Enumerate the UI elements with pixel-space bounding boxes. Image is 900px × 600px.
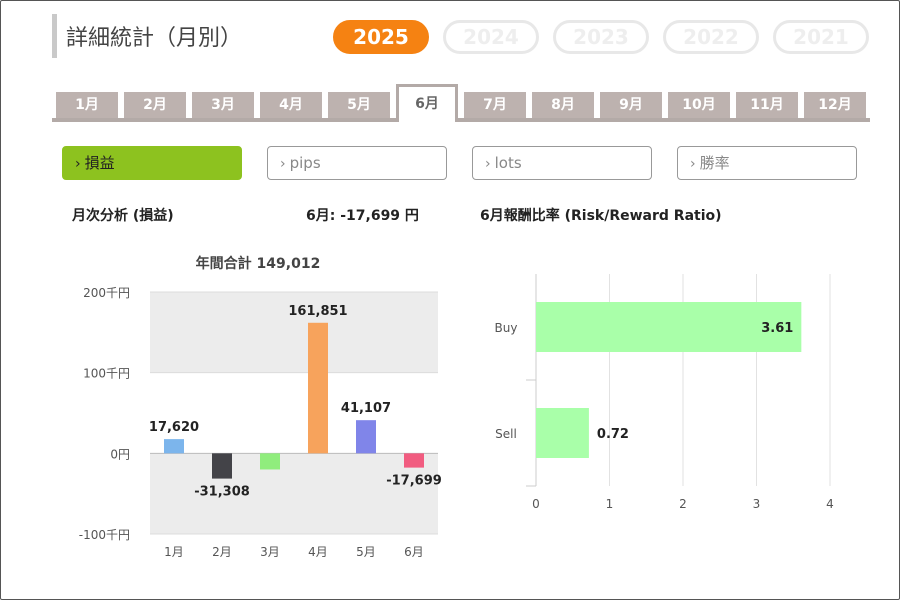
month-tab-3[interactable]: 3月 — [192, 92, 254, 118]
month-tab-11[interactable]: 11月 — [736, 92, 798, 118]
data-label: 0.72 — [597, 427, 629, 442]
x-tick-label: 4月 — [308, 545, 328, 559]
month-tab-5[interactable]: 5月 — [328, 92, 390, 118]
bar-4月 — [308, 322, 328, 454]
bar-5月 — [356, 420, 376, 454]
chevron-right-icon: › — [485, 156, 491, 172]
data-label: -31,308 — [194, 485, 250, 500]
x-tick-label: 2月 — [212, 545, 232, 559]
month-tab-2[interactable]: 2月 — [124, 92, 186, 118]
year-tab-2023[interactable]: 2023 — [553, 20, 649, 54]
x-tick-label: 1 — [606, 497, 614, 511]
filter-button-4[interactable]: › 勝率 — [677, 146, 857, 180]
x-tick-label: 0 — [532, 497, 540, 511]
month-tab-6[interactable]: 6月 — [396, 84, 458, 122]
x-tick-label: 1月 — [164, 545, 184, 559]
x-tick-label: 4 — [826, 497, 834, 511]
filter-label: lots — [494, 154, 522, 172]
x-tick-label: 6月 — [404, 545, 424, 559]
risk-reward-chart: 0 1 2 3 4 Buy 3.61 Sell 0.72 — [495, 274, 834, 511]
grid-band — [150, 372, 438, 454]
bar-2月 — [212, 453, 232, 479]
month-tabs-rule — [52, 118, 870, 122]
title-accent-bar — [52, 14, 57, 58]
x-tick-label: 3月 — [260, 545, 280, 559]
bar-6月 — [404, 453, 424, 468]
month-tab-10[interactable]: 10月 — [668, 92, 730, 118]
month-tab-8[interactable]: 8月 — [532, 92, 594, 118]
data-label: 161,851 — [288, 304, 347, 319]
monthly-analysis-title: 月次分析 (損益) — [72, 208, 174, 224]
chevron-right-icon: › — [690, 156, 696, 172]
year-tab-2025[interactable]: 2025 — [333, 20, 429, 54]
year-tab-2022[interactable]: 2022 — [663, 20, 759, 54]
year-tab-2021[interactable]: 2021 — [773, 20, 869, 54]
filter-label: pips — [289, 154, 321, 172]
month-tab-7[interactable]: 7月 — [464, 92, 526, 118]
bar-Buy — [536, 302, 802, 352]
year-tab-2024[interactable]: 2024 — [443, 20, 539, 54]
filter-button-1[interactable]: › 損益 — [62, 146, 242, 180]
y-tick-label: 0円 — [110, 447, 130, 461]
month-tab-9[interactable]: 9月 — [600, 92, 662, 118]
month-tab-1[interactable]: 1月 — [56, 92, 118, 118]
month-tab-4[interactable]: 4月 — [260, 92, 322, 118]
grid-band — [150, 292, 438, 373]
risk-reward-title: 6月報酬比率 (Risk/Reward Ratio) — [480, 208, 722, 224]
data-label: -17,699 — [386, 474, 442, 489]
filter-button-3[interactable]: › lots — [472, 146, 652, 180]
chevron-right-icon: › — [280, 156, 286, 172]
monthly-summary: 6月: -17,699 円 — [306, 208, 419, 224]
month-tab-12[interactable]: 12月 — [804, 92, 866, 118]
monthly-pnl-chart: 年間合計 149,012 200千円 100千円 0円 -100千円 17,620 1月 -3… — [79, 255, 442, 559]
filter-button-2[interactable]: › pips — [267, 146, 447, 180]
filter-label: 勝率 — [699, 154, 730, 172]
x-tick-label: 3 — [753, 497, 761, 511]
data-label: 17,620 — [149, 420, 199, 435]
y-tick-label: -100千円 — [79, 528, 130, 542]
bar-1月 — [164, 439, 184, 454]
page-title: 詳細統計（月別） — [66, 26, 243, 51]
x-tick-label: 5月 — [356, 545, 376, 559]
grid-band — [150, 453, 438, 534]
bar-3月 — [260, 453, 280, 470]
chevron-right-icon: › — [75, 156, 81, 172]
x-tick-label: 2 — [679, 497, 687, 511]
y-tick-label: 100千円 — [83, 367, 130, 381]
bar-Sell — [536, 408, 589, 458]
y-category-label: Buy — [495, 321, 518, 335]
y-category-label: Sell — [495, 427, 517, 441]
data-label: 41,107 — [341, 401, 391, 416]
filter-label: 損益 — [84, 154, 115, 172]
y-tick-label: 200千円 — [83, 286, 130, 300]
chart-title: 年間合計 149,012 — [196, 255, 321, 272]
data-label: 3.61 — [761, 321, 793, 336]
